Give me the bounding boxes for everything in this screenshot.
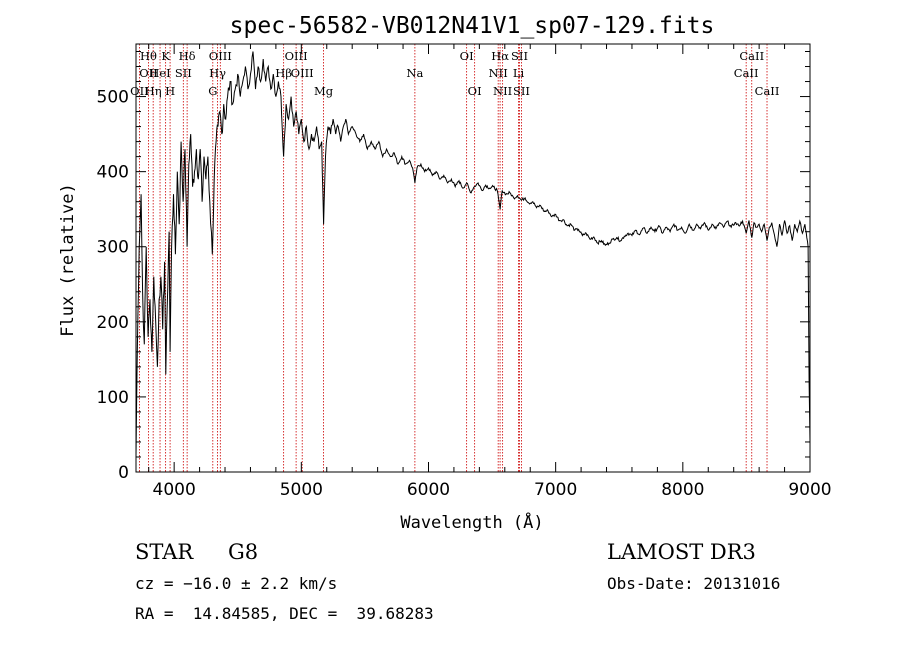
line-marker-label: Hη [145, 84, 162, 98]
line-marker-label: CaII [755, 84, 780, 98]
line-marker-label: K [161, 49, 170, 63]
x-tick-label: 8000 [661, 480, 704, 500]
line-marker-label: OII [130, 84, 149, 98]
line-marker-label: SII [175, 66, 192, 80]
line-marker-label: SII [513, 84, 530, 98]
line-marker-label: Li [513, 66, 525, 80]
line-marker-label: OIII [285, 49, 308, 63]
y-tick-label: 200 [97, 313, 129, 333]
x-tick-label: 6000 [407, 480, 450, 500]
x-tick-label: 5000 [280, 480, 323, 500]
line-marker-label: CaII [739, 49, 764, 63]
y-tick-label: 500 [97, 88, 129, 108]
line-marker-label: G [208, 84, 217, 98]
line-marker-label: H [165, 84, 175, 98]
line-marker-label: Hα [491, 49, 509, 63]
redshift-cz: cz = −16.0 ± 2.2 km/s [135, 574, 337, 593]
line-markers [139, 44, 768, 472]
y-tick-label: 0 [118, 463, 129, 483]
line-marker-label: NII [493, 84, 512, 98]
line-marker-label: Mg [314, 84, 334, 98]
y-tick-label: 400 [97, 163, 129, 183]
object-subclass: G8 [228, 540, 258, 564]
line-marker-label: HeI [149, 66, 170, 80]
line-marker-label: Na [406, 66, 423, 80]
line-marker-label: OIII [291, 66, 314, 80]
line-marker-label: NII [489, 66, 508, 80]
line-marker-label: OII [139, 66, 158, 80]
survey-name: LAMOST DR3 [607, 540, 756, 564]
plot-frame [135, 43, 811, 473]
obs-date: Obs-Date: 20131016 [607, 574, 780, 593]
line-marker-labels: OIIHθOIIHηHeIKHSIIHδGHγOIIIHβOIIIOIIIMgN… [130, 49, 779, 98]
y-tick-label: 100 [97, 388, 129, 408]
line-marker-label: CaII [734, 66, 759, 80]
y-axis-label: Flux (relative) [58, 183, 78, 337]
y-tick-label: 300 [97, 238, 129, 258]
flux-series-line [135, 51, 811, 458]
x-axis-label: Wavelength (Å) [400, 511, 543, 533]
x-tick-label: 4000 [153, 480, 196, 500]
line-marker-label: OIII [209, 49, 232, 63]
line-marker-label: Hγ [209, 66, 226, 80]
x-axis-ticks: 4000 5000 6000 7000 8000 9000 [148, 44, 832, 500]
ra-dec: RA = 14.84585, DEC = 39.68283 [135, 604, 434, 623]
object-class: STAR [135, 540, 194, 564]
chart-title: spec-56582-VB012N41V1_sp07-129.fits [230, 13, 715, 39]
y-axis-ticks: 0 100 200 300 400 500 [97, 51, 810, 483]
line-marker-label: Hθ [140, 49, 157, 63]
line-marker-label: OI [468, 84, 482, 98]
line-marker-label: OI [460, 49, 474, 63]
x-tick-label: 7000 [534, 480, 577, 500]
line-marker-label: Hβ [275, 66, 292, 80]
x-tick-label: 9000 [788, 480, 831, 500]
line-marker-label: Hδ [179, 49, 196, 63]
line-marker-label: SII [511, 49, 528, 63]
